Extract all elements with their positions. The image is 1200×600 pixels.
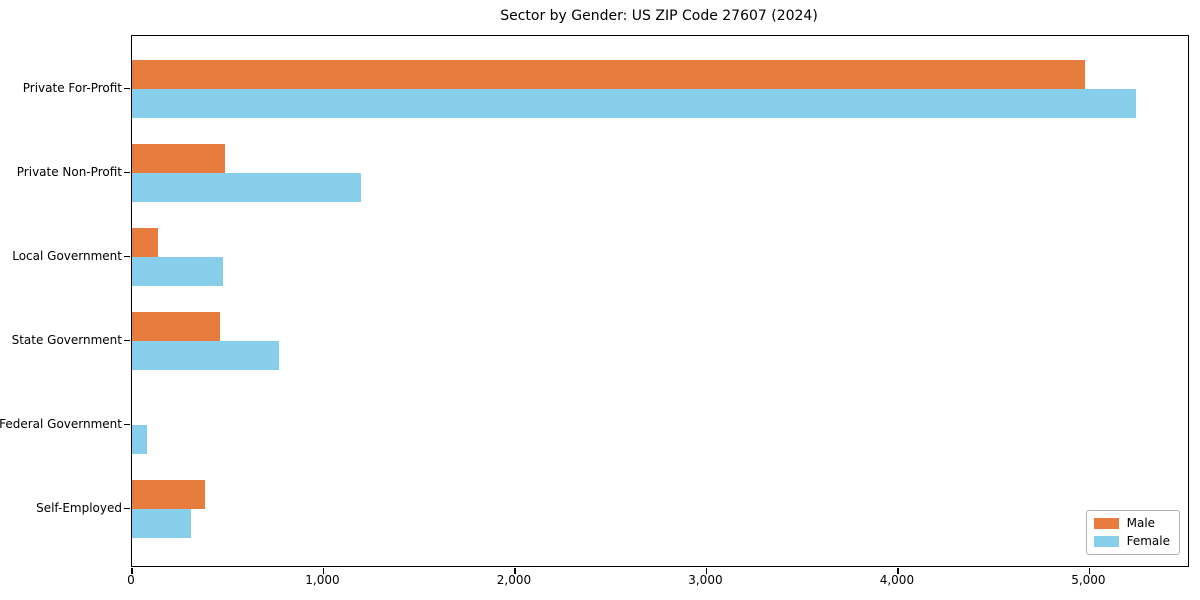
y-axis-label: Self-Employed	[36, 500, 122, 515]
x-tick-label: 2,000	[496, 573, 532, 587]
x-tick-label: 0	[127, 573, 135, 587]
x-tick-mark	[514, 567, 516, 574]
y-axis-label: Private Non-Profit	[16, 164, 122, 179]
legend-label: Male	[1126, 516, 1156, 530]
chart-title: Sector by Gender: US ZIP Code 27607 (202…	[500, 8, 818, 24]
y-axis-label: State Government	[11, 332, 122, 347]
bar-male	[132, 59, 1085, 89]
x-axis-labels: 0 1,000 2,000 3,000 4,000 5,000	[127, 573, 1187, 593]
x-tick-mark	[897, 567, 899, 574]
x-tick-mark	[705, 567, 708, 574]
legend-entry: Male	[1093, 516, 1170, 530]
legend-swatch-female	[1093, 536, 1119, 547]
y-tick-mark	[124, 87, 131, 90]
y-tick-mark	[124, 255, 131, 258]
x-tick-mark	[1088, 567, 1091, 574]
x-tick-label: 1,000	[305, 573, 340, 587]
bar-male	[132, 227, 158, 257]
legend-entry: Female	[1093, 534, 1170, 548]
y-tick-mark	[124, 423, 131, 426]
bar-female	[132, 256, 223, 286]
x-tick-mark	[322, 567, 325, 574]
y-axis-label: Local Government	[12, 248, 122, 263]
bar-female	[132, 508, 192, 538]
bar-female	[132, 340, 280, 370]
y-axis-labels: Private For-Profit Private Non-Profit Loca…	[0, 35, 122, 565]
y-tick-mark	[124, 507, 131, 510]
y-tick-mark	[124, 171, 131, 174]
bar-female	[132, 424, 148, 454]
legend-label: Female	[1126, 534, 1170, 548]
bar-female	[132, 88, 1137, 118]
bar-female	[132, 172, 361, 202]
plot-area: Male Female	[124, 35, 1189, 574]
x-tick-label: 3,000	[688, 573, 723, 587]
y-tick-mark	[124, 339, 131, 342]
legend: Male Female	[1085, 510, 1180, 555]
bar-male	[132, 311, 221, 341]
bar-male	[132, 479, 205, 509]
x-tick-mark	[131, 567, 133, 574]
x-tick-label: 5,000	[1071, 573, 1106, 587]
x-tick-label: 4,000	[879, 573, 915, 587]
bar-male	[132, 143, 225, 173]
legend-swatch-male	[1093, 518, 1119, 529]
y-axis-label: Federal Government	[0, 416, 122, 431]
y-axis-label: Private For-Profit	[22, 80, 122, 95]
